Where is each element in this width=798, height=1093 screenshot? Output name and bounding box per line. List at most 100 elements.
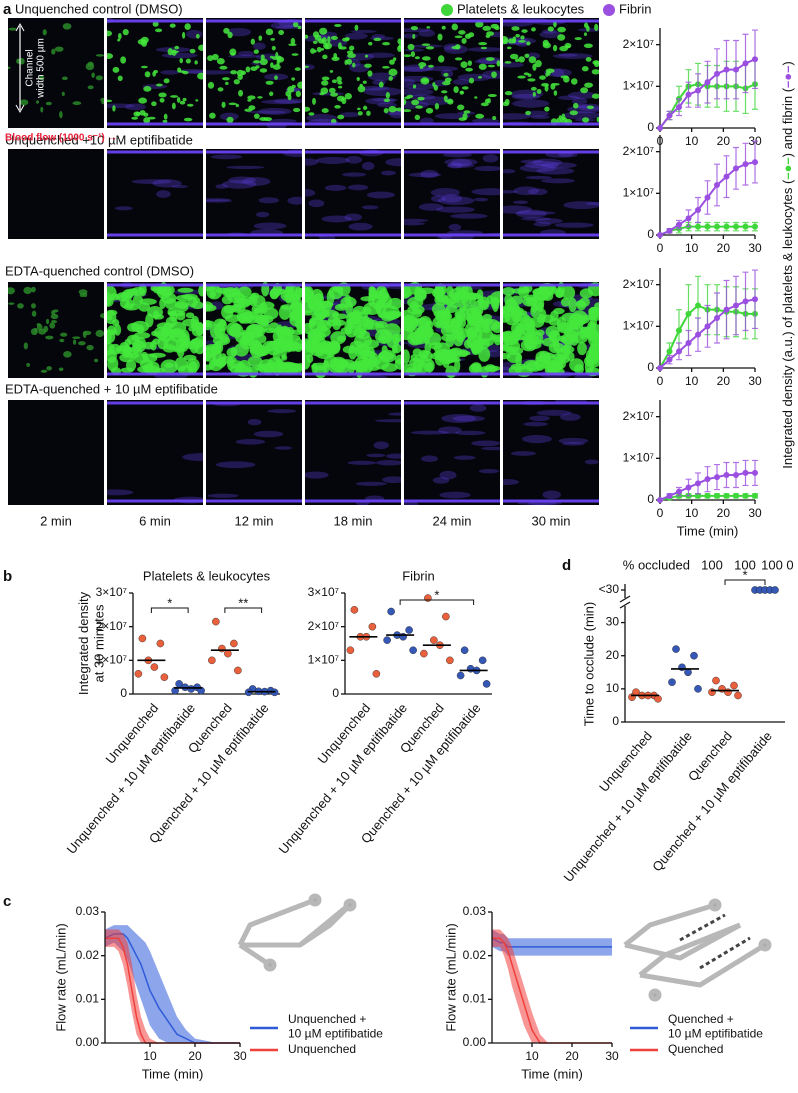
flow-label: Blood flow (1000 s⁻¹) →: [5, 133, 118, 144]
platelet-blob: [583, 32, 587, 37]
point: [420, 649, 428, 658]
platelet-blob: [559, 117, 568, 124]
fibrin-haze: [512, 99, 550, 108]
platelet-blob: [520, 315, 534, 331]
point: [628, 693, 636, 701]
platelet-blob: [155, 83, 163, 87]
platelet-blob: [465, 67, 473, 72]
legend-label: Quenched: [668, 1042, 723, 1056]
platelet-blob: [177, 287, 194, 293]
fibrin-haze: [552, 53, 593, 59]
platelet-blob: [216, 58, 225, 65]
platelet-blob: [189, 48, 196, 54]
point: [712, 676, 720, 685]
fibrin-haze: [375, 460, 401, 466]
platelet-blob: [23, 342, 28, 350]
platelet-blob: [328, 285, 344, 300]
platelet-blob: [206, 320, 216, 328]
y-tick-label: 1×10⁷: [623, 79, 654, 93]
fibrin-haze: [441, 414, 477, 423]
platelet-blob: [197, 72, 203, 80]
platelet-blob: [441, 90, 448, 94]
point: [430, 636, 438, 644]
platelet-blob: [443, 95, 448, 102]
platelet-blob: [539, 284, 548, 295]
platelet-blob: [397, 38, 401, 45]
platelet-blob: [236, 69, 244, 77]
platelet-blob: [95, 54, 104, 57]
platelet-blob: [547, 26, 554, 32]
platelet-blob: [191, 326, 203, 337]
fibrin-haze: [344, 32, 368, 40]
fibrin-haze: [388, 412, 401, 416]
platelet-blob: [250, 66, 258, 71]
x-axis-label: Time (min): [142, 1066, 204, 1081]
fibrin-haze: [503, 113, 531, 120]
point: [690, 651, 698, 660]
platelet-blob: [347, 362, 365, 371]
platelet-blob: [409, 331, 426, 344]
platelet-blob: [357, 111, 363, 116]
platelet-blob: [207, 55, 214, 62]
x-tick-label: 10: [685, 241, 699, 255]
platelet-blob: [265, 362, 273, 371]
micrograph-bg: [404, 18, 500, 128]
micrograph: [503, 282, 599, 378]
platelet-blob: [556, 117, 562, 124]
platelet-blob: [454, 35, 463, 39]
platelet-blob: [357, 107, 361, 111]
platelet-blob: [566, 351, 575, 362]
platelet-blob: [305, 106, 311, 112]
platelet-blob: [36, 100, 40, 104]
micrograph-bg: [107, 400, 203, 505]
fibrin-haze: [432, 476, 450, 484]
micrograph: [503, 400, 599, 505]
platelet-blob: [445, 334, 455, 348]
micrograph: [206, 400, 302, 505]
platelet-blob: [336, 335, 346, 342]
platelet-blob: [158, 92, 167, 98]
platelet-blob: [417, 96, 425, 101]
time-label: 12 min: [234, 513, 273, 528]
y-tick-label: 0: [612, 714, 619, 728]
panel-label: a: [3, 1, 12, 18]
platelet-blob: [348, 45, 355, 51]
platelet-blob: [278, 29, 285, 36]
platelet-blob: [230, 70, 238, 75]
platelet-blob: [247, 355, 263, 367]
platelet-blob: [373, 291, 390, 300]
micrograph: [107, 149, 203, 239]
point: [666, 356, 673, 363]
platelet-blob: [468, 314, 483, 324]
point: [383, 636, 391, 644]
fibrin-haze: [152, 179, 182, 188]
platelet-blob: [517, 75, 526, 79]
platelet-blob: [525, 361, 544, 372]
censored-point: [771, 586, 779, 594]
platelet-blob: [108, 343, 122, 355]
platelet-blob: [518, 284, 530, 299]
platelet-blob: [268, 322, 280, 333]
point: [442, 612, 450, 621]
platelet-blob: [72, 101, 82, 106]
fibrin-haze: [437, 235, 453, 239]
panel-label: d: [562, 557, 571, 574]
platelet-blob: [281, 354, 288, 361]
x-tick-label: 10: [525, 1049, 539, 1063]
platelet-blob: [485, 57, 495, 61]
significance-bracket: [150, 607, 189, 613]
fibrin-haze: [524, 160, 559, 169]
platelet-blob: [444, 77, 452, 83]
platelet-blob: [184, 23, 191, 31]
platelet-blob: [23, 286, 32, 295]
platelet-blob: [143, 112, 149, 117]
platelet-blob: [560, 75, 569, 79]
fibrin-haze: [450, 159, 472, 167]
platelet-blob: [312, 40, 318, 45]
fibrin-haze: [558, 152, 578, 158]
percent-label: 100: [761, 557, 783, 572]
platelet-blob: [362, 306, 372, 316]
y-tick-label: 20: [606, 648, 620, 662]
